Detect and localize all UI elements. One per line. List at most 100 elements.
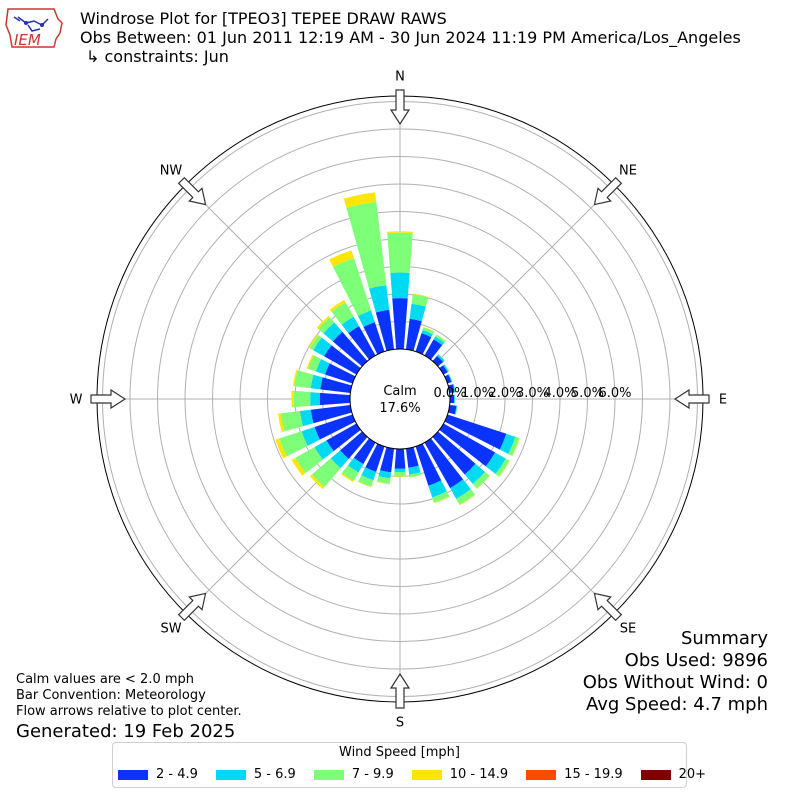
legend-item: 10 - 14.9 xyxy=(411,767,509,782)
flow-arrows-note: Flow arrows relative to plot center. xyxy=(16,704,242,719)
bar-segment xyxy=(324,345,361,375)
bar-segment xyxy=(464,463,485,484)
legend-item: 7 - 9.9 xyxy=(313,767,394,782)
bar-segment xyxy=(387,232,413,273)
bar-segment xyxy=(310,404,352,424)
legend-label: 2 - 4.9 xyxy=(156,767,198,782)
bar-segment xyxy=(332,331,368,367)
bar-segment xyxy=(293,369,298,387)
bar-segment xyxy=(279,431,308,457)
bar-segment xyxy=(394,471,406,477)
compass-arrow xyxy=(593,592,623,622)
bar-segment xyxy=(314,414,356,440)
bar-segment xyxy=(308,334,319,349)
chart-title: Windrose Plot for [TPEO3] TEPEE DRAW RAW… xyxy=(80,9,447,28)
bars-layer xyxy=(275,192,520,506)
bar-segment xyxy=(323,322,343,342)
bar-segment xyxy=(380,447,395,473)
grid-spoke xyxy=(435,184,615,364)
bar-segment xyxy=(459,494,476,506)
bar-segment xyxy=(455,405,458,415)
summary-title: Summary xyxy=(681,628,768,649)
bar-segment xyxy=(409,474,422,478)
bar-segment xyxy=(313,337,332,357)
bar-segment xyxy=(318,317,335,334)
bar-segment xyxy=(438,353,446,361)
bar-segment xyxy=(294,370,314,389)
bar-segment xyxy=(348,326,376,360)
svg-text:IEM: IEM xyxy=(14,31,41,49)
obs-without-wind: Obs Without Wind: 0 xyxy=(582,672,768,693)
bar-segment xyxy=(291,390,294,408)
bar-segment xyxy=(423,326,435,332)
bar-segment xyxy=(332,258,372,316)
bar-segment xyxy=(424,339,443,360)
legend-label: 20+ xyxy=(678,767,707,782)
compass-label-sw: SW xyxy=(160,622,181,637)
bar-segment xyxy=(444,364,450,372)
bar-segment xyxy=(326,423,361,452)
bar-segment xyxy=(498,460,510,477)
legend-label: 10 - 14.9 xyxy=(449,767,509,782)
bar-segment xyxy=(422,327,435,335)
bar-segment xyxy=(358,475,374,487)
bar-segment xyxy=(433,336,445,346)
compass-arrow xyxy=(389,89,411,126)
generated-date: Generated: 19 Feb 2025 xyxy=(16,721,236,742)
bar-segment xyxy=(319,392,351,406)
bar-segment xyxy=(432,431,476,475)
compass-label-ne: NE xyxy=(619,164,637,179)
bar-segment xyxy=(293,390,311,408)
bar-segment xyxy=(394,475,406,477)
bar-segment xyxy=(299,409,314,427)
calm-value: 17.6% xyxy=(379,401,420,416)
bar-segment xyxy=(329,250,354,267)
bar-segment xyxy=(306,354,314,369)
bar-segment xyxy=(308,355,322,372)
bar-segment xyxy=(357,481,372,488)
bar-segment xyxy=(408,465,421,475)
bar-segment xyxy=(365,443,385,472)
radial-tick-label: 1.0% xyxy=(461,386,494,401)
compass-label-w: W xyxy=(70,393,83,408)
bar-segment xyxy=(476,475,490,489)
bar-segment xyxy=(512,438,520,457)
bar-segment xyxy=(409,303,426,322)
bar-segment xyxy=(449,394,455,404)
legend-item: 15 - 19.9 xyxy=(526,767,623,782)
compass-arrow xyxy=(177,176,207,206)
bar-segment xyxy=(424,438,464,489)
chart-header: Windrose Plot for [TPEO3] TEPEE DRAW RAW… xyxy=(80,9,741,66)
compass-label-n: N xyxy=(395,70,405,85)
legend-swatch xyxy=(215,769,246,780)
bar-segment xyxy=(343,192,377,208)
bar-segment xyxy=(415,443,442,486)
bar-segment xyxy=(405,318,422,351)
legend: Wind Speed [mph] 2 - 4.9 5 - 6.9 7 - 9.9 10… xyxy=(112,742,706,788)
compass-label-s: S xyxy=(396,716,404,731)
radial-tick-label: 4.0% xyxy=(543,386,576,401)
bar-segment xyxy=(390,272,410,299)
legend-item: 2 - 4.9 xyxy=(118,767,198,782)
summary-panel: Summary Obs Used: 9896 Obs Without Wind:… xyxy=(583,628,768,716)
bar-segment xyxy=(341,472,354,483)
bar-segment xyxy=(472,471,490,489)
bar-segment xyxy=(291,457,306,476)
bar-segment xyxy=(311,458,341,488)
compass-arrow xyxy=(673,388,710,410)
bar-segment xyxy=(443,364,449,373)
bar-segment xyxy=(340,431,368,459)
bar-segment xyxy=(456,489,476,505)
bar-segment xyxy=(421,330,433,338)
bar-segment xyxy=(280,411,303,432)
bar-segment xyxy=(495,458,510,477)
avg-speed: Avg Speed: 4.7 mph xyxy=(586,694,768,715)
bar-segment xyxy=(375,309,395,351)
bar-segment xyxy=(320,377,352,394)
bar-segment xyxy=(412,293,429,298)
bar-segment xyxy=(309,335,322,351)
bar-segment xyxy=(508,436,520,456)
bar-segment xyxy=(432,491,450,503)
legend-swatch xyxy=(640,769,671,780)
